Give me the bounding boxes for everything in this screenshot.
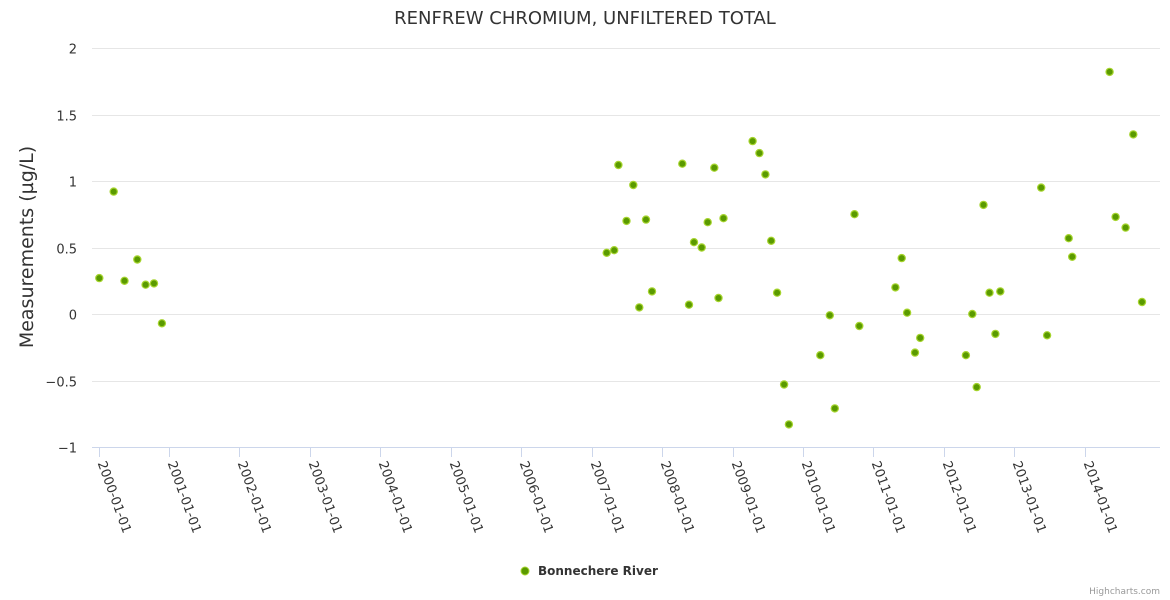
data-point[interactable] — [825, 311, 835, 320]
data-point[interactable] — [1121, 223, 1130, 232]
data-point[interactable] — [602, 248, 611, 257]
x-tick-label: 2008-01-01 — [657, 459, 697, 535]
data-point[interactable] — [1064, 233, 1073, 243]
data-point[interactable] — [149, 279, 159, 288]
x-tick-label: 2003-01-01 — [305, 459, 345, 535]
data-point[interactable] — [1105, 67, 1114, 77]
y-axis-ticks: 2 1.5 1 0.5 0 −0.5 −1 — [45, 43, 77, 457]
credits-link[interactable]: Highcharts.com — [1089, 587, 1160, 597]
data-point[interactable] — [972, 382, 981, 392]
data-point[interactable] — [985, 288, 994, 297]
grid-layer — [92, 48, 1160, 382]
data-point[interactable] — [1137, 297, 1147, 307]
data-point[interactable] — [850, 209, 859, 219]
x-tick-label: 2000-01-01 — [94, 459, 134, 535]
data-point[interactable] — [703, 217, 712, 227]
data-point[interactable] — [897, 253, 906, 263]
series-points — [95, 67, 1147, 429]
data-point[interactable] — [779, 380, 789, 389]
chart-title: RENFREW CHROMIUM, UNFILTERED TOTAL — [394, 8, 776, 29]
data-point[interactable] — [95, 273, 104, 283]
data-point[interactable] — [678, 159, 687, 168]
data-point[interactable] — [968, 309, 977, 319]
data-point[interactable] — [622, 216, 631, 226]
data-point[interactable] — [141, 280, 150, 289]
data-point[interactable] — [772, 288, 782, 297]
data-point[interactable] — [157, 319, 167, 328]
data-point[interactable] — [710, 163, 719, 172]
data-point[interactable] — [133, 255, 142, 264]
data-point[interactable] — [697, 243, 706, 252]
data-point[interactable] — [855, 321, 864, 331]
data-point[interactable] — [1042, 331, 1052, 340]
data-point[interactable] — [891, 283, 900, 292]
x-tick-label: 2006-01-01 — [516, 459, 556, 535]
x-tick-label: 2014-01-01 — [1080, 459, 1120, 535]
y-tick-label: 1.5 — [56, 110, 77, 125]
data-point[interactable] — [684, 300, 694, 309]
x-tick-label: 2011-01-01 — [868, 459, 908, 535]
y-tick-label: 1 — [69, 176, 77, 191]
data-point[interactable] — [635, 303, 644, 312]
data-point[interactable] — [902, 308, 912, 317]
data-point[interactable] — [1067, 252, 1077, 261]
x-tick-label: 2002-01-01 — [234, 459, 274, 535]
data-point[interactable] — [816, 351, 825, 360]
data-point[interactable] — [719, 213, 728, 223]
data-point[interactable] — [961, 351, 971, 360]
y-tick-label: −1 — [58, 442, 77, 457]
data-point[interactable] — [610, 245, 619, 255]
x-tick-label: 2001-01-01 — [164, 459, 204, 535]
x-tick-label: 2004-01-01 — [375, 459, 415, 535]
data-point[interactable] — [979, 200, 988, 210]
data-point[interactable] — [1036, 183, 1046, 192]
data-point[interactable] — [109, 187, 118, 196]
data-point[interactable] — [991, 329, 1000, 339]
data-point[interactable] — [761, 170, 770, 179]
y-tick-label: 2 — [69, 43, 77, 58]
data-point[interactable] — [647, 287, 657, 296]
y-tick-label: 0.5 — [56, 243, 77, 258]
data-point[interactable] — [910, 348, 920, 357]
x-axis-ticks: 2000-01-01 2001-01-01 2002-01-01 2003-01-01… — [94, 447, 1120, 535]
x-tick-label: 2009-01-01 — [728, 459, 768, 535]
data-point[interactable] — [629, 180, 638, 190]
data-point[interactable] — [748, 136, 757, 146]
x-tick-label: 2007-01-01 — [587, 459, 627, 535]
data-point[interactable] — [755, 148, 764, 158]
legend-marker — [520, 566, 530, 576]
y-axis-label: Measurements (µg/L) — [16, 146, 38, 348]
legend-label: Bonnechere River — [538, 564, 658, 578]
data-point[interactable] — [120, 276, 129, 285]
x-tick-label: 2010-01-01 — [798, 459, 838, 535]
legend-item-bonnechere-river[interactable]: Bonnechere River — [520, 564, 658, 578]
data-point[interactable] — [1111, 212, 1120, 222]
data-point[interactable] — [1129, 130, 1138, 139]
data-point[interactable] — [714, 293, 723, 303]
data-point[interactable] — [689, 237, 699, 247]
data-point[interactable] — [916, 333, 925, 343]
data-point[interactable] — [996, 287, 1005, 296]
data-point[interactable] — [641, 215, 651, 224]
x-tick-label: 2012-01-01 — [939, 459, 979, 535]
data-point[interactable] — [767, 236, 776, 245]
x-tick-label: 2013-01-01 — [1009, 459, 1049, 535]
y-tick-label: 0 — [69, 309, 77, 324]
x-tick-label: 2005-01-01 — [446, 459, 486, 535]
data-point[interactable] — [614, 160, 623, 170]
data-point[interactable] — [784, 420, 794, 429]
y-tick-label: −0.5 — [45, 376, 77, 391]
data-point[interactable] — [830, 404, 840, 413]
